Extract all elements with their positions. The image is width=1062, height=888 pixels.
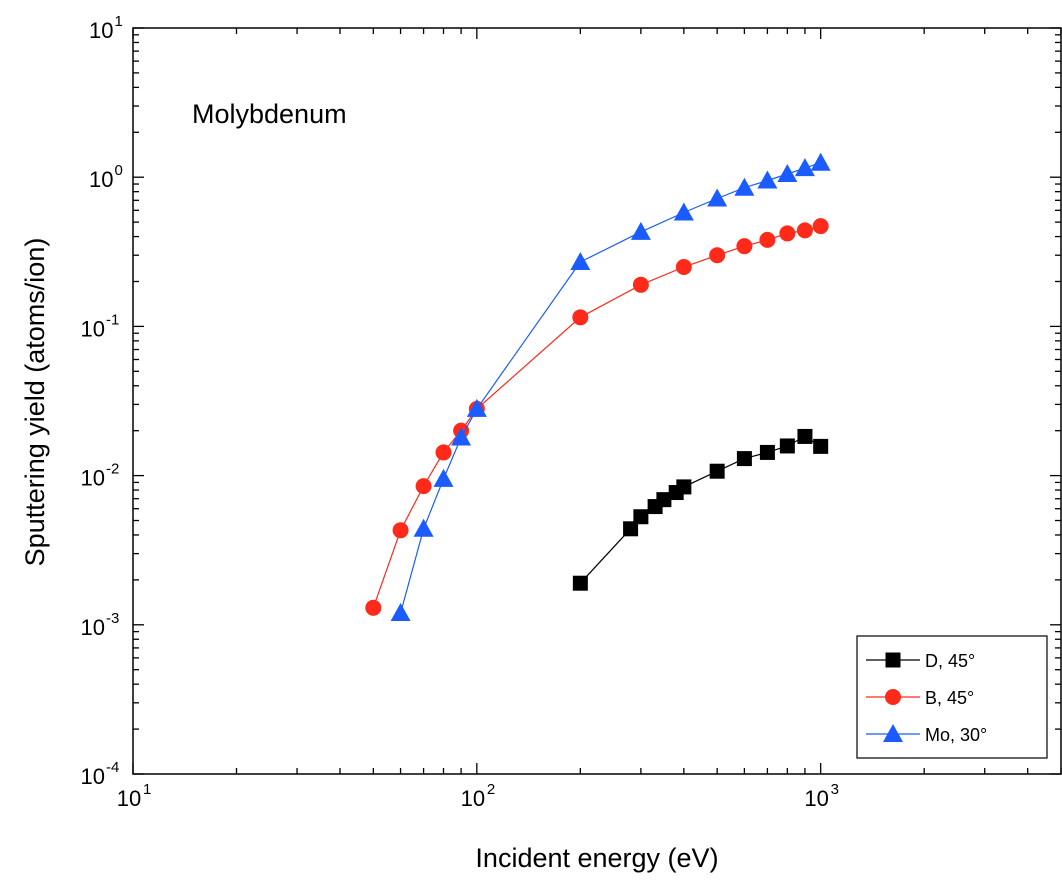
x-tick-label-base: 10	[804, 786, 828, 811]
plot-frame	[132, 27, 1062, 775]
data-point-triangle	[433, 468, 454, 487]
axis-ticks	[132, 27, 1062, 775]
legend-marker-circle	[885, 689, 901, 705]
legend-marker-square	[885, 652, 901, 668]
legend: D, 45° B, 45° Mo, 30°	[856, 635, 1048, 759]
x-tick-label-base: 10	[117, 786, 141, 811]
series-layer	[365, 152, 831, 621]
axis-tick-labels: 10 1 10 2 10 310 -410 -310 -210 -110 010 1	[81, 13, 839, 811]
y-tick-label: 10 -3	[81, 610, 120, 640]
data-point-circle	[675, 259, 692, 276]
data-point-square	[813, 438, 829, 454]
legend-item-square: D, 45°	[866, 651, 975, 671]
legend-item-circle: B, 45°	[866, 688, 974, 708]
y-tick-label-base: 10	[81, 316, 105, 341]
data-point-triangle	[630, 221, 651, 240]
data-point-triangle	[451, 427, 472, 446]
y-tick-label-exp: -1	[106, 311, 119, 328]
data-point-triangle	[810, 152, 831, 171]
y-tick-label: 10 -2	[81, 461, 120, 491]
data-point-triangle	[413, 518, 434, 537]
series-circle	[365, 218, 829, 616]
data-point-square	[709, 463, 725, 479]
data-point-circle	[572, 309, 589, 326]
data-point-triangle	[466, 398, 487, 417]
data-point-circle	[812, 218, 829, 235]
x-axis-title: Incident energy (eV)	[475, 843, 718, 873]
data-point-square	[779, 438, 795, 454]
y-tick-label: 10 -4	[81, 759, 120, 789]
series-square	[572, 428, 829, 591]
data-point-triangle	[673, 202, 694, 221]
y-tick-label-exp: -4	[106, 759, 119, 776]
legend-label: Mo, 30°	[925, 725, 987, 745]
data-point-square	[656, 492, 672, 508]
data-point-square	[572, 575, 588, 591]
y-tick-label: 10 1	[89, 13, 123, 43]
x-tick-label-exp: 3	[831, 781, 839, 798]
y-tick-label-base: 10	[81, 764, 105, 789]
series-triangle	[390, 152, 831, 621]
x-tick-label: 10 3	[804, 781, 839, 811]
x-tick-label-exp: 1	[143, 781, 151, 798]
data-point-triangle	[570, 252, 591, 271]
data-point-circle	[709, 247, 726, 264]
data-point-triangle	[734, 177, 755, 196]
y-tick-label: 10 0	[89, 162, 123, 192]
legend-label: B, 45°	[925, 688, 974, 708]
legend-item-triangle: Mo, 30°	[866, 724, 987, 745]
x-tick-label: 10 2	[461, 781, 496, 811]
data-point-square	[759, 444, 775, 460]
y-tick-label-exp: -2	[106, 461, 119, 478]
data-point-triangle	[777, 164, 798, 183]
data-point-circle	[415, 478, 432, 495]
data-point-triangle	[757, 170, 778, 189]
data-point-circle	[779, 225, 796, 242]
data-point-circle	[392, 522, 409, 539]
y-tick-label-exp: -3	[106, 610, 119, 627]
y-tick-label-base: 10	[81, 615, 105, 640]
legend-marker-triangle	[883, 724, 903, 742]
data-point-square	[736, 451, 752, 467]
y-tick-label-base: 10	[89, 18, 113, 43]
data-point-triangle	[707, 188, 728, 207]
series-line-square	[579, 435, 822, 584]
data-point-square	[676, 479, 692, 495]
data-point-circle	[759, 231, 776, 248]
data-point-square	[797, 428, 813, 444]
data-point-circle	[435, 444, 452, 461]
series-line-triangle	[400, 162, 821, 614]
data-point-circle	[796, 222, 813, 239]
data-point-triangle	[390, 602, 411, 621]
y-tick-label-exp: 0	[115, 162, 123, 179]
y-tick-label-exp: 1	[115, 13, 123, 30]
data-point-circle	[632, 276, 649, 293]
data-point-square	[633, 509, 649, 525]
y-tick-label-base: 10	[81, 466, 105, 491]
y-tick-label-base: 10	[89, 167, 113, 192]
series-line-circle	[372, 225, 821, 608]
x-tick-label-base: 10	[461, 786, 485, 811]
annotation-molybdenum: Molybdenum	[192, 99, 347, 129]
x-tick-label: 10 1	[117, 781, 152, 811]
y-axis-title: Sputtering yield (atoms/ion)	[20, 238, 50, 567]
x-tick-label-exp: 2	[487, 781, 495, 798]
data-point-circle	[736, 238, 753, 255]
y-tick-label: 10 -1	[81, 311, 120, 341]
legend-label: D, 45°	[925, 651, 975, 671]
data-point-triangle	[794, 158, 815, 177]
data-point-square	[623, 521, 639, 537]
data-point-circle	[365, 599, 382, 616]
